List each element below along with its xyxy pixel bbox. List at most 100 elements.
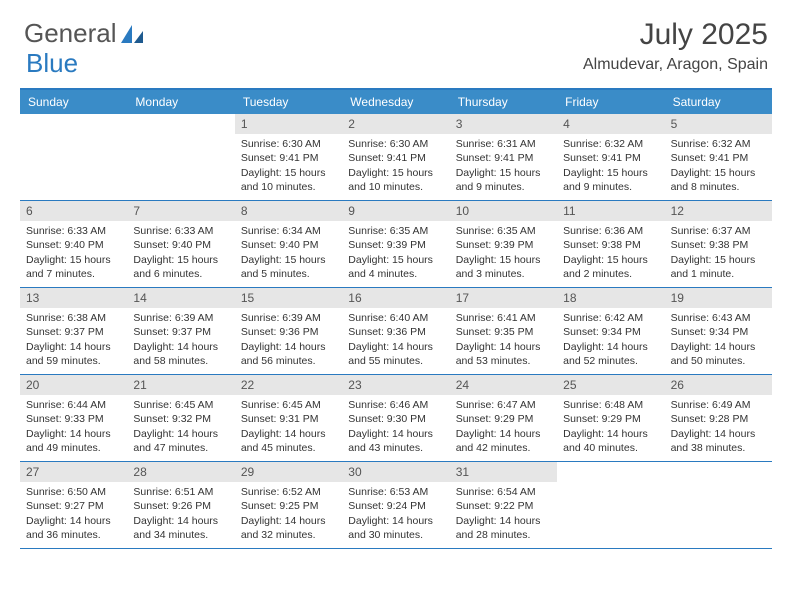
day-cell: 22Sunrise: 6:45 AMSunset: 9:31 PMDayligh… <box>235 375 342 461</box>
sunset-text: Sunset: 9:34 PM <box>671 325 766 339</box>
day-cell: 3Sunrise: 6:31 AMSunset: 9:41 PMDaylight… <box>450 114 557 200</box>
day-number: 5 <box>665 114 772 134</box>
day-header-saturday: Saturday <box>665 90 772 114</box>
day-cell: 20Sunrise: 6:44 AMSunset: 9:33 PMDayligh… <box>20 375 127 461</box>
sunset-text: Sunset: 9:27 PM <box>26 499 121 513</box>
daylight-text: Daylight: 15 hours and 10 minutes. <box>348 166 443 194</box>
day-number: 29 <box>235 462 342 482</box>
day-info: Sunrise: 6:36 AMSunset: 9:38 PMDaylight:… <box>557 221 664 285</box>
day-number: 3 <box>450 114 557 134</box>
day-cell: 9Sunrise: 6:35 AMSunset: 9:39 PMDaylight… <box>342 201 449 287</box>
logo-sail-icon <box>119 23 145 45</box>
sunrise-text: Sunrise: 6:35 AM <box>348 224 443 238</box>
sunrise-text: Sunrise: 6:47 AM <box>456 398 551 412</box>
day-number: 19 <box>665 288 772 308</box>
daylight-text: Daylight: 14 hours and 38 minutes. <box>671 427 766 455</box>
day-number: 13 <box>20 288 127 308</box>
day-number: 20 <box>20 375 127 395</box>
day-info: Sunrise: 6:38 AMSunset: 9:37 PMDaylight:… <box>20 308 127 372</box>
day-number: 27 <box>20 462 127 482</box>
sunrise-text: Sunrise: 6:39 AM <box>241 311 336 325</box>
day-number: 6 <box>20 201 127 221</box>
day-number: 14 <box>127 288 234 308</box>
sunset-text: Sunset: 9:32 PM <box>133 412 228 426</box>
day-number: 23 <box>342 375 449 395</box>
day-cell: 30Sunrise: 6:53 AMSunset: 9:24 PMDayligh… <box>342 462 449 548</box>
day-number: 15 <box>235 288 342 308</box>
sunrise-text: Sunrise: 6:37 AM <box>671 224 766 238</box>
logo-text-blue: Blue <box>26 48 78 79</box>
day-number: 22 <box>235 375 342 395</box>
sunrise-text: Sunrise: 6:44 AM <box>26 398 121 412</box>
empty-cell <box>20 114 127 200</box>
sunset-text: Sunset: 9:40 PM <box>26 238 121 252</box>
empty-cell <box>665 462 772 548</box>
day-number: 25 <box>557 375 664 395</box>
sunset-text: Sunset: 9:38 PM <box>671 238 766 252</box>
empty-cell <box>557 462 664 548</box>
day-cell: 27 Sunrise: 6:50 AMSunset: 9:27 PMDayligh… <box>20 462 127 548</box>
sunrise-text: Sunrise: 6:33 AM <box>26 224 121 238</box>
day-number: 2 <box>342 114 449 134</box>
daylight-text: Daylight: 14 hours and 50 minutes. <box>671 340 766 368</box>
daylight-text: Daylight: 14 hours and 52 minutes. <box>563 340 658 368</box>
daylight-text: Daylight: 14 hours and 56 minutes. <box>241 340 336 368</box>
month-title: July 2025 <box>583 18 768 52</box>
sunset-text: Sunset: 9:41 PM <box>671 151 766 165</box>
day-info: Sunrise: 6:48 AMSunset: 9:29 PMDaylight:… <box>557 395 664 459</box>
day-cell: 4Sunrise: 6:32 AMSunset: 9:41 PMDaylight… <box>557 114 664 200</box>
day-cell: 18Sunrise: 6:42 AMSunset: 9:34 PMDayligh… <box>557 288 664 374</box>
sunset-text: Sunset: 9:29 PM <box>563 412 658 426</box>
day-cell: 23Sunrise: 6:46 AMSunset: 9:30 PMDayligh… <box>342 375 449 461</box>
daylight-text: Daylight: 15 hours and 9 minutes. <box>456 166 551 194</box>
day-info: Sunrise: 6:31 AMSunset: 9:41 PMDaylight:… <box>450 134 557 198</box>
week-row: 27Sunrise: 6:50 AMSunset: 9:27 PMDayligh… <box>20 462 772 549</box>
sunset-text: Sunset: 9:40 PM <box>133 238 228 252</box>
day-cell: 26Sunrise: 6:49 AMSunset: 9:28 PMDayligh… <box>665 375 772 461</box>
daylight-text: Daylight: 14 hours and 55 minutes. <box>348 340 443 368</box>
daylight-text: Daylight: 14 hours and 45 minutes. <box>241 427 336 455</box>
daylight-text: Daylight: 15 hours and 8 minutes. <box>671 166 766 194</box>
day-info: Sunrise: 6:35 AMSunset: 9:39 PMDaylight:… <box>450 221 557 285</box>
sunset-text: Sunset: 9:40 PM <box>241 238 336 252</box>
sunrise-text: Sunrise: 6:30 AM <box>241 137 336 151</box>
daylight-text: Daylight: 15 hours and 6 minutes. <box>133 253 228 281</box>
sunrise-text: Sunrise: 6:48 AM <box>563 398 658 412</box>
title-block: July 2025 Almudevar, Aragon, Spain <box>583 18 768 74</box>
day-number: 16 <box>342 288 449 308</box>
day-info: Sunrise: 6:33 AMSunset: 9:40 PMDaylight:… <box>20 221 127 285</box>
sunrise-text: Sunrise: 6:32 AM <box>671 137 766 151</box>
day-cell: 2Sunrise: 6:30 AMSunset: 9:41 PMDaylight… <box>342 114 449 200</box>
day-info: Sunrise: 6:37 AMSunset: 9:38 PMDaylight:… <box>665 221 772 285</box>
sunset-text: Sunset: 9:35 PM <box>456 325 551 339</box>
sunrise-text: Sunrise: 6:50 AM <box>26 485 121 499</box>
day-cell: 11Sunrise: 6:36 AMSunset: 9:38 PMDayligh… <box>557 201 664 287</box>
day-number: 18 <box>557 288 664 308</box>
sunset-text: Sunset: 9:25 PM <box>241 499 336 513</box>
day-cell: 16Sunrise: 6:40 AMSunset: 9:36 PMDayligh… <box>342 288 449 374</box>
day-cell: 5 Sunrise: 6:32 AMSunset: 9:41 PMDaylight… <box>665 114 772 200</box>
day-info: Sunrise: 6:53 AMSunset: 9:24 PMDaylight:… <box>342 482 449 546</box>
day-info: Sunrise: 6:47 AMSunset: 9:29 PMDaylight:… <box>450 395 557 459</box>
sunrise-text: Sunrise: 6:54 AM <box>456 485 551 499</box>
day-info: Sunrise: 6:52 AMSunset: 9:25 PMDaylight:… <box>235 482 342 546</box>
day-number: 28 <box>127 462 234 482</box>
logo-text-general: General <box>24 18 117 49</box>
sunset-text: Sunset: 9:41 PM <box>456 151 551 165</box>
day-info: Sunrise: 6:51 AMSunset: 9:26 PMDaylight:… <box>127 482 234 546</box>
week-row: 20Sunrise: 6:44 AMSunset: 9:33 PMDayligh… <box>20 375 772 462</box>
day-cell: 10Sunrise: 6:35 AMSunset: 9:39 PMDayligh… <box>450 201 557 287</box>
sunrise-text: Sunrise: 6:39 AM <box>133 311 228 325</box>
week-row: 1Sunrise: 6:30 AMSunset: 9:41 PMDaylight… <box>20 114 772 201</box>
daylight-text: Daylight: 14 hours and 32 minutes. <box>241 514 336 542</box>
daylight-text: Daylight: 14 hours and 36 minutes. <box>26 514 121 542</box>
day-cell: 29Sunrise: 6:52 AMSunset: 9:25 PMDayligh… <box>235 462 342 548</box>
daylight-text: Daylight: 14 hours and 42 minutes. <box>456 427 551 455</box>
sunset-text: Sunset: 9:22 PM <box>456 499 551 513</box>
day-number: 10 <box>450 201 557 221</box>
day-cell: 1Sunrise: 6:30 AMSunset: 9:41 PMDaylight… <box>235 114 342 200</box>
week-row: 13Sunrise: 6:38 AMSunset: 9:37 PMDayligh… <box>20 288 772 375</box>
sunset-text: Sunset: 9:33 PM <box>26 412 121 426</box>
day-header-thursday: Thursday <box>450 90 557 114</box>
day-info: Sunrise: 6:44 AMSunset: 9:33 PMDaylight:… <box>20 395 127 459</box>
